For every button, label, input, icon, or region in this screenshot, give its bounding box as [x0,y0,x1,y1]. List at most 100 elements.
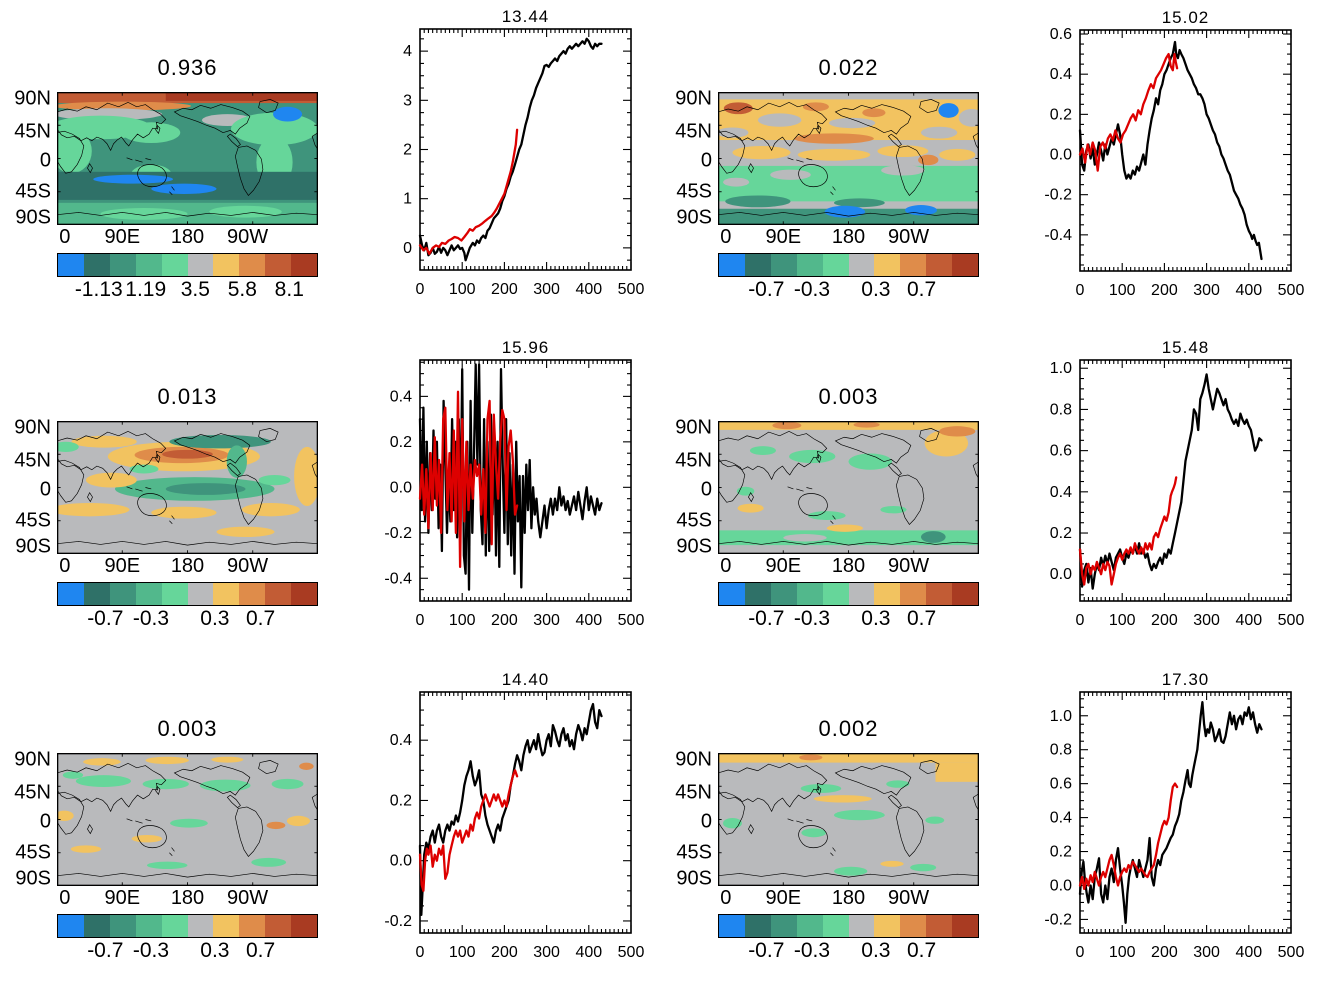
field-feature [199,779,251,792]
field-feature [286,815,311,827]
colorbar [718,582,979,606]
coastline-path [834,765,912,796]
x-tick-label: 300 [533,281,560,298]
lat-tick-label: 90S [15,535,51,558]
colorbar-segment [952,915,979,937]
colorbar-segment [900,915,927,937]
map-field [718,421,979,554]
colorbar-segment [213,254,240,276]
colorbar-segment [58,254,84,276]
coastline-path [798,825,828,849]
series-black-curve [418,37,603,262]
map-border [718,421,979,554]
lon-tick-label: 90W [887,226,930,248]
coastlines [57,760,318,878]
field-feature [57,810,74,821]
coastline-path [87,492,93,503]
field-feature [231,112,318,146]
x-tick-label: 300 [533,612,560,629]
colorbar-tick-label: 0.3 [861,278,891,301]
coastline-path [126,157,152,163]
coastline-path [718,430,828,481]
x-tick-label: 300 [1193,944,1220,961]
x-tick-label: 200 [1151,612,1178,629]
colorbar [57,582,318,606]
colorbar-segment [926,254,953,276]
lat-tick-label: 45S [15,509,51,532]
lon-tick-label: 0 [720,226,732,248]
lon-tick-label: 180 [170,887,205,909]
lat-tick-label: 0 [700,478,712,501]
colorbar-tick-label: 3.5 [180,278,210,301]
field-feature [129,464,159,474]
coastline-path [235,145,264,196]
y-tick-label: -0.4 [384,570,412,587]
coastline-path [226,133,241,148]
map-title: 0.003 [818,384,879,409]
field-feature [93,174,173,184]
coastline-path [173,104,251,135]
coastline-path [834,433,912,464]
colorbar-segment [719,254,745,276]
lon-tick-label: 90E [104,226,141,248]
field-layers [57,753,318,886]
x-tick-label: 200 [491,612,518,629]
field-feature [834,809,885,821]
y-tick-label: 0.2 [390,792,412,809]
axis-ticks [419,692,632,933]
field-feature [723,102,753,115]
colorbar [57,253,318,277]
coastline-path [787,157,813,163]
coastline-path [155,124,161,135]
lat-tick-label: 45N [14,449,51,472]
x-tick-label: 0 [1076,944,1085,961]
coastline-path [311,132,318,150]
map-panel-6: 0.002 90N 45N 0 45S 90S 0 90E 180 90W -0.7 -0.3 0.3 0… [675,716,979,962]
x-tick-label: 300 [1193,612,1220,629]
x-tick-label: 0 [416,281,425,298]
y-tick-label: 0.6 [1050,26,1072,43]
colorbar-segment [83,254,110,276]
coastline-path [919,99,940,114]
series-red-curve [1078,782,1179,891]
field-layers [718,92,979,225]
field-feature [145,756,189,765]
coastlines [718,760,979,878]
coastline-path [57,130,85,174]
x-tick-label: 400 [575,612,602,629]
map-border [57,753,318,886]
coastline-path [169,515,175,524]
colorbar-segment [135,583,162,605]
map-title: 0.013 [157,384,218,409]
colorbar-segment [213,915,240,937]
coastline-path [126,486,152,492]
map-field [57,421,318,554]
coastline-path [57,791,85,835]
x-tick-label: 100 [1109,944,1136,961]
map-panel-5: 0.003 90N 45N 0 45S 90S 0 90E 180 90W -0.7 -0.3 0.3 0… [14,716,318,962]
colorbar-segment [874,583,901,605]
field-feature [853,421,880,428]
field-feature [794,133,874,144]
field-feature [862,108,886,118]
field-feature [100,208,188,220]
field-feature [813,795,872,803]
colorbar-segment [239,915,266,937]
y-tick-label: 0.0 [1050,147,1072,164]
lat-tick-label: 45S [15,841,51,864]
field-feature [910,863,937,872]
colorbar-segment [58,915,84,937]
coastline-path [887,462,902,477]
coastline-path [896,474,925,525]
coastline-path [830,186,836,195]
lon-tick-label: 180 [170,555,205,577]
coastline-path [87,824,93,835]
coastline-path [57,762,167,813]
field-layers [57,92,318,225]
x-tick-label: 0 [416,944,425,961]
field-feature [169,435,271,449]
colorbar-segment [796,254,823,276]
coastline-path [258,760,279,775]
field-feature [273,106,303,122]
colorbar-segment [265,254,292,276]
